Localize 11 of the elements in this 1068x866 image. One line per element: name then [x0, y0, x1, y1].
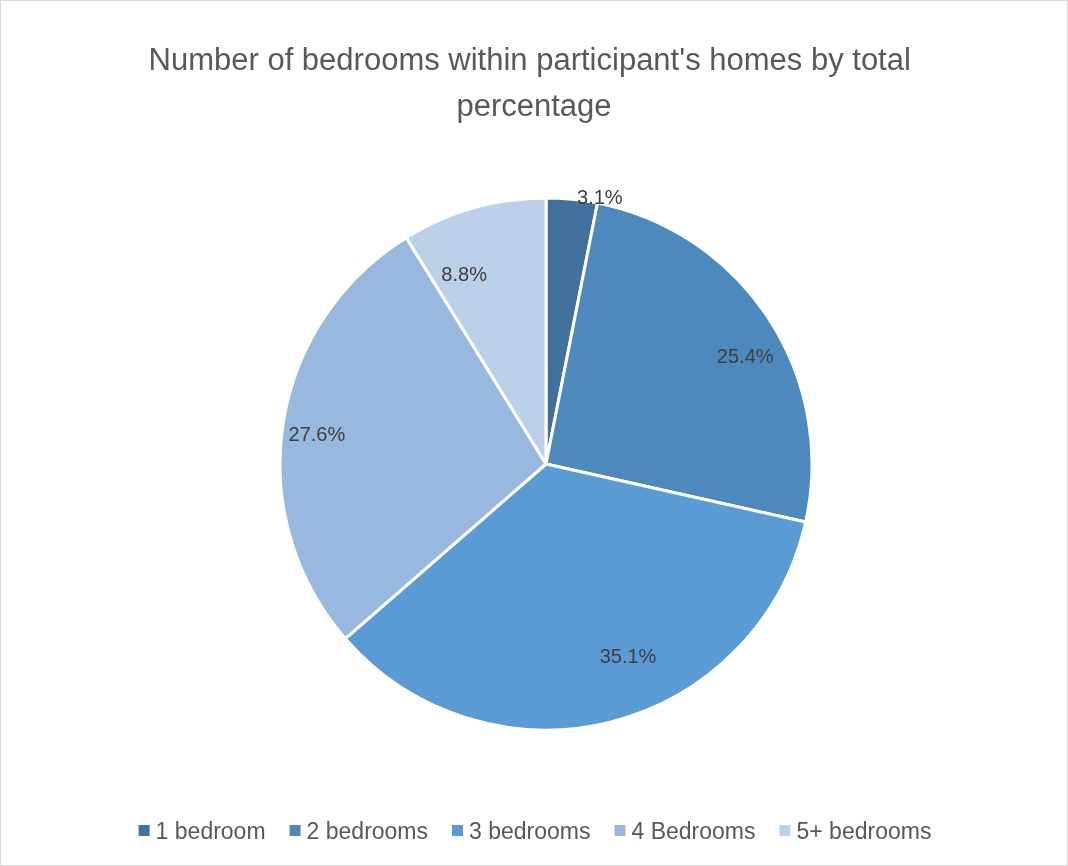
data-label: 27.6% — [288, 423, 346, 446]
data-label: 25.4% — [716, 344, 774, 367]
chart-title: Number of bedrooms within participant's homes by total percentage — [148, 41, 920, 123]
legend-label: 3 bedrooms — [469, 817, 591, 844]
data-label: 35.1% — [599, 644, 657, 667]
legend-label: 2 bedrooms — [306, 817, 429, 844]
data-label: 8.8% — [441, 262, 488, 285]
legend-label: 4 Bedrooms — [631, 817, 756, 844]
legend-label: 5+ bedrooms — [796, 817, 932, 844]
legend-label: 1 bedroom — [155, 817, 266, 844]
data-label: 3.1% — [577, 186, 623, 209]
